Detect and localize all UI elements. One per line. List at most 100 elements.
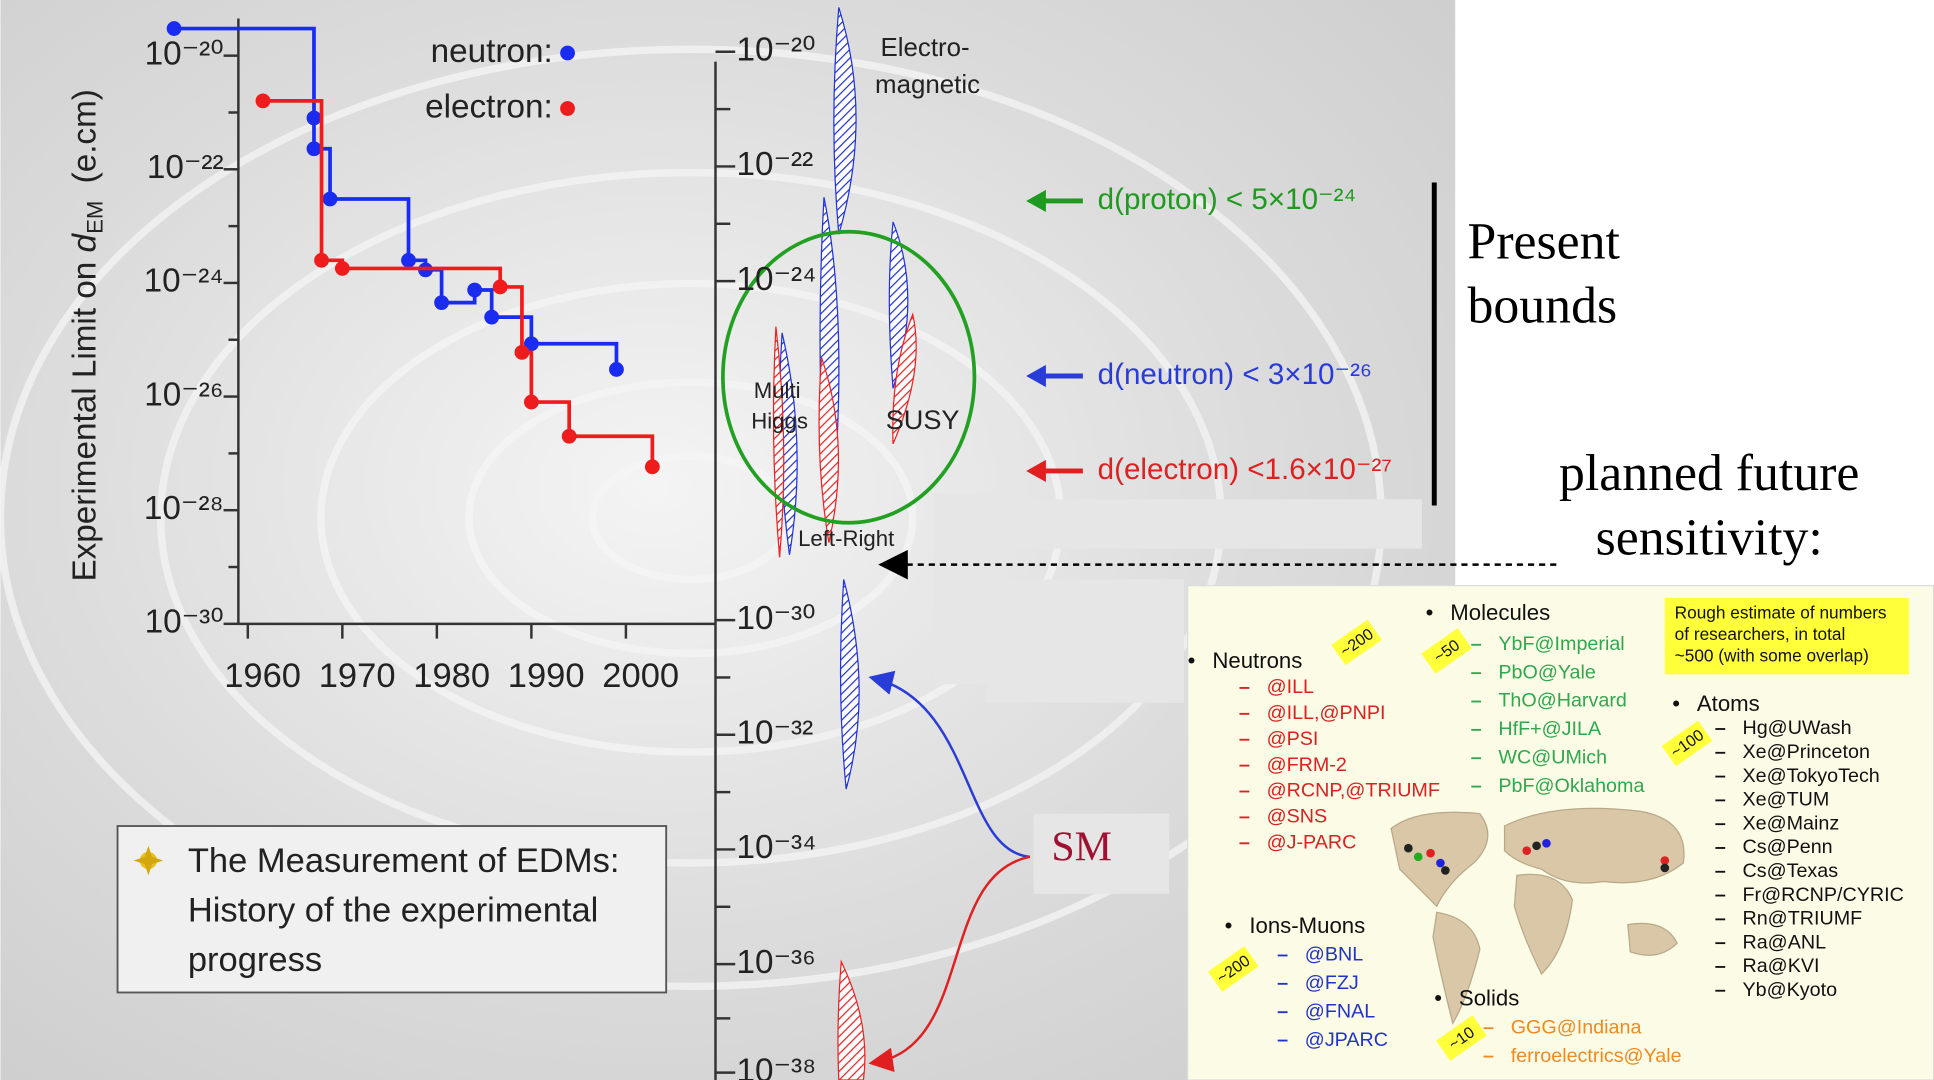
group-item: Xe@Princeton [1742, 741, 1869, 763]
group-item: GGG@Indiana [1511, 1016, 1642, 1038]
group-title: Solids [1459, 986, 1519, 1011]
x-tick-label: 1990 [508, 657, 585, 695]
bounds-title: Present [1468, 213, 1621, 270]
future-title: sensitivity: [1596, 509, 1823, 566]
slide: 10⁻²⁰10⁻²²10⁻²⁴10⁻²⁶10⁻²⁸10⁻³⁰1960197019… [0, 0, 1934, 1080]
point [484, 310, 499, 325]
x-tick-label: 1960 [224, 657, 301, 695]
group-title: Atoms [1697, 691, 1760, 716]
point [515, 345, 530, 360]
point [256, 93, 271, 108]
point [314, 253, 329, 268]
point [307, 111, 322, 126]
y-tick-label: 10⁻²⁶ [144, 376, 223, 413]
x-tick-label: 2000 [602, 657, 679, 695]
legend-label: neutron: [431, 33, 553, 70]
bound-label: d(proton) < 5×10⁻²⁴ [1098, 183, 1357, 216]
title-line: The Measurement of EDMs: [188, 842, 620, 880]
title-line: History of the experimental [188, 891, 599, 929]
legend-marker [560, 46, 575, 61]
theory-label: magnetic [875, 71, 980, 99]
y-axis-label-part: (e.cm) [67, 89, 104, 183]
x-tick-label: 1980 [413, 657, 490, 695]
group-item: @J-PARC [1267, 831, 1357, 853]
theory-tick-label: 10⁻³⁸ [736, 1052, 816, 1080]
bullet: • [1426, 600, 1434, 625]
point [524, 395, 539, 410]
theory-label: Electro- [881, 34, 970, 62]
group-item: Ra@KVI [1742, 955, 1819, 977]
theory-tick-label: 10⁻²² [736, 146, 813, 183]
y-tick-label: 10⁻³⁰ [145, 604, 224, 641]
group-item: @FNAL [1305, 1000, 1375, 1022]
point [323, 192, 338, 207]
theory-tick-label: 10⁻²⁰ [736, 32, 815, 69]
y-axis-label-part: Experimental Limit on [67, 252, 104, 581]
group-item: HfF+@JILA [1498, 718, 1602, 740]
note-line: ~500 (with some overlap) [1675, 646, 1869, 666]
sm-label: SM [1051, 824, 1112, 870]
theory-tick-label: 10⁻²⁴ [736, 261, 816, 298]
bullet: • [1225, 913, 1233, 938]
theory-tick-label: 10⁻³⁶ [736, 944, 815, 981]
group-item: Fr@RCNP/CYRIC [1742, 884, 1903, 906]
y-axis-label-part: d [67, 232, 104, 252]
group-item: Xe@Mainz [1742, 812, 1839, 834]
group-item: @ILL,@PNPI [1267, 702, 1386, 724]
y-tick-label: 10⁻²⁴ [144, 263, 224, 300]
legend-label: electron: [425, 88, 553, 125]
theory-label: Multi [754, 378, 801, 403]
group-item: Xe@TUM [1742, 789, 1829, 811]
bullet: • [1672, 691, 1680, 716]
group-item: @RCNP,@TRIUMF [1267, 780, 1440, 802]
group-item: Ra@ANL [1742, 931, 1826, 953]
point [467, 283, 482, 298]
y-tick-label: 10⁻²⁰ [145, 35, 224, 72]
group-item: Xe@TokyoTech [1742, 765, 1879, 787]
group-item: PbO@Yale [1498, 661, 1596, 683]
theory-tick-label: 10⁻³⁴ [736, 829, 816, 866]
theory-label: SUSY [886, 404, 960, 435]
bound-label: d(neutron) < 3×10⁻²⁶ [1098, 358, 1372, 391]
point [434, 295, 449, 310]
legend-marker [560, 101, 575, 116]
point [562, 429, 577, 444]
y-tick-label: 10⁻²² [147, 149, 224, 186]
group-item: Cs@Penn [1742, 836, 1832, 858]
group-item: WC@UMich [1498, 746, 1607, 768]
point [335, 261, 350, 276]
point [307, 141, 322, 156]
group-title: Neutrons [1212, 648, 1302, 673]
theory-label: Left-Right [798, 526, 894, 551]
theory-tick-label: 10⁻³⁰ [736, 600, 815, 637]
group-item: YbF@Imperial [1498, 633, 1624, 655]
point [167, 21, 182, 36]
y-axis-label-part: EM [82, 201, 107, 234]
theory-tick-label: 10⁻³² [736, 715, 813, 752]
group-item: ThO@Harvard [1498, 690, 1627, 712]
group-item: Hg@UWash [1742, 717, 1851, 739]
bounds-title: bounds [1468, 278, 1618, 335]
group-title: Molecules [1450, 600, 1550, 625]
note-line: Rough estimate of numbers [1675, 603, 1887, 623]
point [401, 253, 416, 268]
group-item: @PSI [1267, 728, 1319, 750]
x-tick-label: 1970 [319, 657, 396, 695]
group-item: PbF@Oklahoma [1498, 775, 1644, 797]
bullet: • [1188, 648, 1196, 673]
point [645, 459, 660, 474]
group-item: @FZJ [1305, 972, 1359, 994]
group-item: Yb@Kyoto [1742, 979, 1837, 1001]
bound-label: d(electron) <1.6×10⁻²⁷ [1098, 453, 1392, 486]
future-title: planned future [1559, 445, 1859, 502]
theory-label: Higgs [751, 409, 808, 434]
page: {"chart_data":{"type":"step", "ylabel":[… [0, 0, 1934, 1080]
title-line: progress [188, 941, 322, 979]
group-item: ferroelectrics@Yale [1511, 1045, 1682, 1067]
point [493, 280, 508, 295]
group-item: @ILL [1267, 676, 1314, 698]
group-item: @BNL [1305, 944, 1363, 966]
point [609, 362, 624, 377]
group-title: Ions-Muons [1249, 913, 1365, 938]
bullet: • [1434, 986, 1442, 1011]
